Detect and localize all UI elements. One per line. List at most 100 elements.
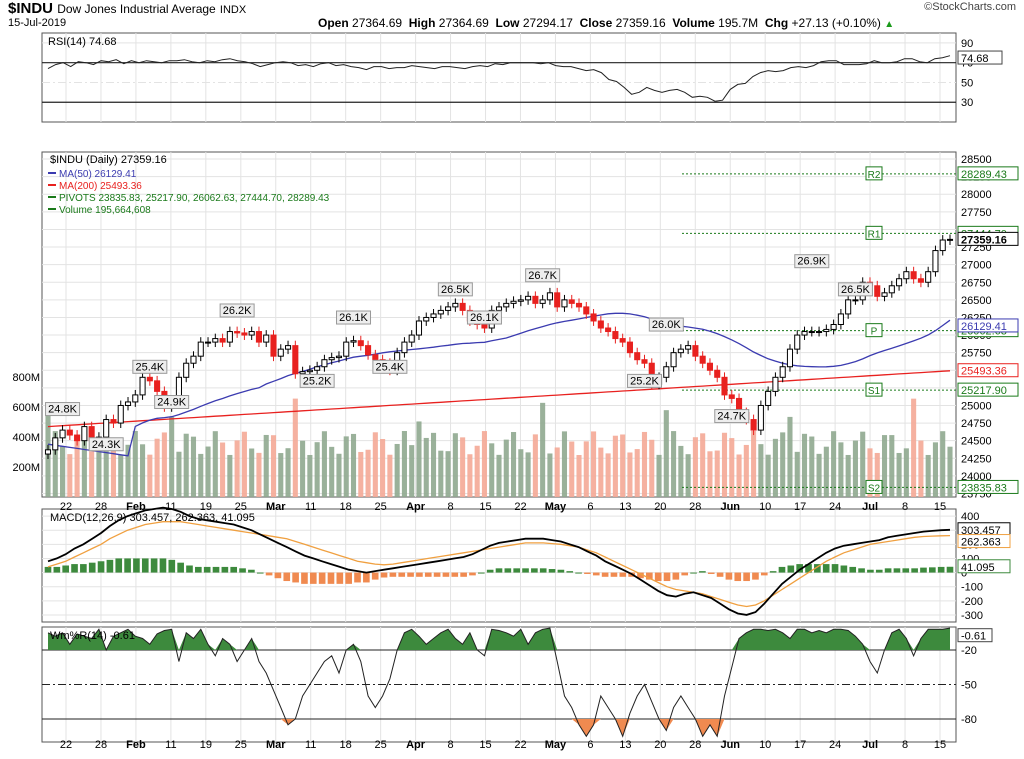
macd-histogram-bar — [867, 569, 874, 573]
macd-histogram-bar — [469, 572, 476, 576]
volume-bar — [212, 431, 218, 497]
volume-bar — [801, 433, 808, 497]
volume-bar — [220, 442, 226, 497]
price-annotation: 24.3K — [92, 439, 121, 451]
x-tick-label: 8 — [902, 739, 908, 751]
volume-bar — [554, 447, 560, 497]
price-annotation-box — [648, 317, 684, 332]
close-label: Close — [579, 16, 613, 30]
volume-bar — [401, 431, 407, 497]
macd-histogram-bar — [875, 569, 883, 573]
macd-value-label: 41.095 — [961, 562, 995, 574]
candle-body — [495, 306, 503, 311]
macd-histogram-bar — [80, 564, 87, 573]
candle-body — [750, 419, 757, 431]
price-annotation-box — [437, 282, 473, 297]
macd-value-label: 262.363 — [961, 537, 1001, 549]
macd-histogram-bar — [486, 569, 494, 573]
candle-body — [292, 345, 299, 375]
macd-histogram-bar — [531, 568, 538, 573]
candle-body — [605, 327, 612, 333]
price-annotation: 26.9K — [797, 256, 826, 268]
x-tick-label: Feb — [126, 501, 146, 513]
index-name: Dow Jones Industrial Average — [57, 2, 216, 16]
macd-value-label: 303.457 — [961, 525, 1001, 537]
macd-histogram-bar — [230, 566, 238, 573]
volume-bar — [627, 452, 633, 497]
volume-bar — [452, 433, 458, 497]
macd-histogram-bar — [150, 558, 158, 573]
volume-bar — [816, 453, 822, 497]
volume-bar — [358, 451, 364, 497]
price-annotation: 25.2K — [630, 375, 659, 387]
x-tick-label: 17 — [794, 739, 806, 751]
candle-body — [481, 324, 488, 329]
volume-bar — [103, 432, 109, 497]
macd-histogram-bar — [725, 572, 733, 580]
x-tick-label: Jun — [720, 501, 740, 513]
volume-y-tick: 800M — [12, 372, 40, 384]
macd-histogram-bar — [124, 558, 131, 573]
candle-body — [459, 302, 466, 311]
volume-bar — [823, 446, 829, 497]
volume-bar — [911, 398, 917, 497]
price-y-tick: 24500 — [961, 436, 992, 448]
x-tick-label: Apr — [406, 501, 426, 513]
rsi-y-tick: 30 — [961, 97, 973, 109]
candle-body — [561, 299, 568, 308]
rsi-last-box — [957, 50, 1003, 65]
x-tick-label: Mar — [266, 501, 286, 513]
macd-histogram-bar — [354, 572, 361, 583]
volume-bar — [307, 454, 313, 497]
macd-histogram-bar — [407, 572, 414, 577]
x-tick-label: 15 — [479, 739, 491, 751]
macd-histogram-bar — [752, 572, 759, 580]
candle-body — [510, 300, 517, 304]
x-tick-label: 10 — [759, 501, 771, 513]
macd-histogram-bar — [566, 571, 574, 573]
price-annotation-box — [714, 409, 750, 424]
x-tick-label: 28 — [689, 501, 701, 513]
volume-bar — [518, 449, 524, 497]
up-triangle-icon: ▲ — [884, 19, 895, 30]
x-tick-label: 19 — [200, 501, 212, 513]
macd-histogram-bar — [937, 566, 945, 573]
pivot-value-label: 28289.43 — [961, 169, 1007, 181]
volume-bar — [241, 431, 247, 497]
macd-histogram-bar — [840, 565, 848, 573]
price-annotation-box — [45, 402, 81, 417]
candle-body — [306, 369, 313, 373]
volume-bar — [169, 417, 175, 497]
candle-body — [903, 271, 910, 280]
volume-value: 195.7M — [718, 16, 759, 30]
volume-bar — [838, 442, 844, 497]
candle-body — [663, 366, 670, 378]
volume-bar — [576, 454, 582, 497]
x-tick-label: 28 — [95, 739, 107, 751]
macd-histogram-bar — [239, 568, 246, 573]
volume-bar — [656, 454, 662, 497]
volume-bar — [663, 410, 669, 497]
macd-histogram-bar — [601, 572, 609, 577]
candle-body — [837, 313, 844, 326]
volume-bar — [940, 431, 946, 497]
candle-body — [132, 394, 139, 403]
candle-body — [925, 271, 932, 283]
price-annotation-box — [299, 373, 335, 388]
macd-histogram-bar — [141, 558, 149, 573]
volume-bar — [409, 445, 415, 497]
x-tick-label: 25 — [235, 739, 247, 751]
rsi-title: RSI(14) 74.68 — [48, 36, 116, 48]
x-tick-label: 6 — [587, 501, 593, 513]
macd-histogram-bar — [575, 572, 582, 574]
macd-histogram-bar — [44, 566, 52, 573]
macd-histogram-bar — [946, 566, 954, 573]
candle-body — [772, 376, 779, 392]
candle-body — [539, 299, 546, 304]
high-value: 27364.69 — [438, 16, 489, 30]
candle-body — [816, 331, 823, 334]
macd-histogram-bar — [301, 572, 308, 584]
candle-body — [568, 299, 575, 304]
macd-histogram-bar — [831, 564, 839, 573]
candle-body — [124, 401, 132, 406]
